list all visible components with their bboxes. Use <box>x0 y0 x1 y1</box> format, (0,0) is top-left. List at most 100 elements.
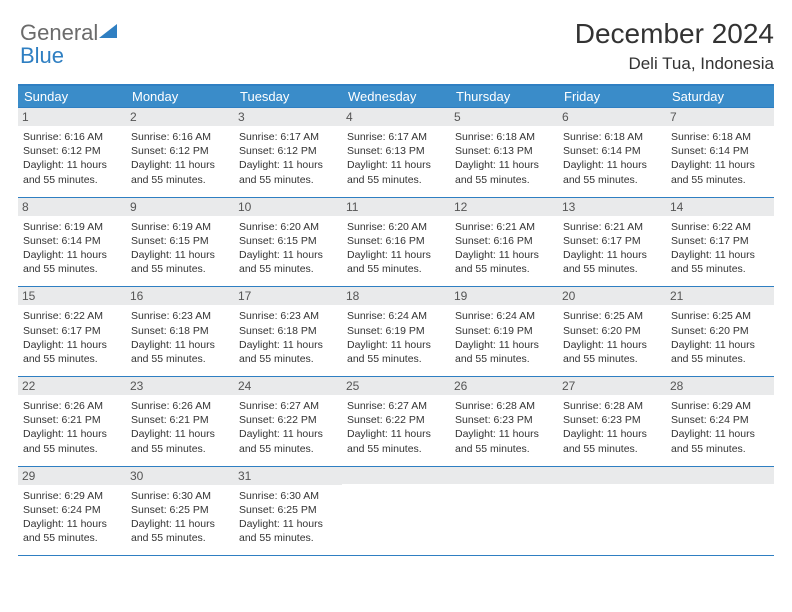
daylight-line: Daylight: 11 hours and 55 minutes. <box>23 158 121 186</box>
week-row: 15Sunrise: 6:22 AMSunset: 6:17 PMDayligh… <box>18 286 774 376</box>
day-number: 10 <box>234 198 342 216</box>
day-cell: 19Sunrise: 6:24 AMSunset: 6:19 PMDayligh… <box>450 287 558 376</box>
empty-day-cell <box>450 467 558 556</box>
sunset-line: Sunset: 6:16 PM <box>455 234 553 248</box>
daylight-line: Daylight: 11 hours and 55 minutes. <box>131 517 229 545</box>
sunset-line: Sunset: 6:14 PM <box>23 234 121 248</box>
week-row: 8Sunrise: 6:19 AMSunset: 6:14 PMDaylight… <box>18 197 774 287</box>
sunset-line: Sunset: 6:25 PM <box>131 503 229 517</box>
day-body <box>558 484 666 544</box>
day-body: Sunrise: 6:25 AMSunset: 6:20 PMDaylight:… <box>558 305 666 376</box>
day-body: Sunrise: 6:27 AMSunset: 6:22 PMDaylight:… <box>234 395 342 466</box>
day-body: Sunrise: 6:16 AMSunset: 6:12 PMDaylight:… <box>18 126 126 197</box>
sunset-line: Sunset: 6:17 PM <box>563 234 661 248</box>
sunrise-line: Sunrise: 6:22 AM <box>23 309 121 323</box>
day-header: Saturday <box>666 86 774 107</box>
sunrise-line: Sunrise: 6:27 AM <box>347 399 445 413</box>
calendar: SundayMondayTuesdayWednesdayThursdayFrid… <box>18 84 774 556</box>
daylight-line: Daylight: 11 hours and 55 minutes. <box>671 427 769 455</box>
sunrise-line: Sunrise: 6:27 AM <box>239 399 337 413</box>
day-body: Sunrise: 6:19 AMSunset: 6:14 PMDaylight:… <box>18 216 126 287</box>
day-body: Sunrise: 6:24 AMSunset: 6:19 PMDaylight:… <box>342 305 450 376</box>
day-cell: 23Sunrise: 6:26 AMSunset: 6:21 PMDayligh… <box>126 377 234 466</box>
sunrise-line: Sunrise: 6:18 AM <box>563 130 661 144</box>
day-body: Sunrise: 6:17 AMSunset: 6:12 PMDaylight:… <box>234 126 342 197</box>
day-number: 28 <box>666 377 774 395</box>
sunrise-line: Sunrise: 6:16 AM <box>131 130 229 144</box>
daylight-line: Daylight: 11 hours and 55 minutes. <box>23 517 121 545</box>
daylight-line: Daylight: 11 hours and 55 minutes. <box>239 427 337 455</box>
sunset-line: Sunset: 6:15 PM <box>131 234 229 248</box>
sunset-line: Sunset: 6:14 PM <box>563 144 661 158</box>
sunset-line: Sunset: 6:12 PM <box>239 144 337 158</box>
daylight-line: Daylight: 11 hours and 55 minutes. <box>455 158 553 186</box>
sunset-line: Sunset: 6:22 PM <box>347 413 445 427</box>
sunset-line: Sunset: 6:24 PM <box>671 413 769 427</box>
sunrise-line: Sunrise: 6:29 AM <box>23 489 121 503</box>
day-cell: 11Sunrise: 6:20 AMSunset: 6:16 PMDayligh… <box>342 198 450 287</box>
sunrise-line: Sunrise: 6:17 AM <box>347 130 445 144</box>
day-body: Sunrise: 6:30 AMSunset: 6:25 PMDaylight:… <box>234 485 342 556</box>
sunrise-line: Sunrise: 6:28 AM <box>563 399 661 413</box>
sunset-line: Sunset: 6:17 PM <box>671 234 769 248</box>
daylight-line: Daylight: 11 hours and 55 minutes. <box>563 248 661 276</box>
day-number <box>342 467 450 484</box>
day-cell: 29Sunrise: 6:29 AMSunset: 6:24 PMDayligh… <box>18 467 126 556</box>
day-body: Sunrise: 6:22 AMSunset: 6:17 PMDaylight:… <box>666 216 774 287</box>
sunrise-line: Sunrise: 6:19 AM <box>131 220 229 234</box>
day-body: Sunrise: 6:18 AMSunset: 6:14 PMDaylight:… <box>558 126 666 197</box>
day-number: 5 <box>450 108 558 126</box>
sunset-line: Sunset: 6:24 PM <box>23 503 121 517</box>
day-number: 25 <box>342 377 450 395</box>
sunrise-line: Sunrise: 6:26 AM <box>23 399 121 413</box>
sunrise-line: Sunrise: 6:18 AM <box>455 130 553 144</box>
day-cell: 16Sunrise: 6:23 AMSunset: 6:18 PMDayligh… <box>126 287 234 376</box>
day-number: 8 <box>18 198 126 216</box>
sunset-line: Sunset: 6:22 PM <box>239 413 337 427</box>
daylight-line: Daylight: 11 hours and 55 minutes. <box>239 158 337 186</box>
day-number: 17 <box>234 287 342 305</box>
daylight-line: Daylight: 11 hours and 55 minutes. <box>131 158 229 186</box>
day-number: 19 <box>450 287 558 305</box>
sunrise-line: Sunrise: 6:30 AM <box>131 489 229 503</box>
sunrise-line: Sunrise: 6:25 AM <box>563 309 661 323</box>
sunrise-line: Sunrise: 6:18 AM <box>671 130 769 144</box>
day-number: 18 <box>342 287 450 305</box>
day-body <box>666 484 774 544</box>
day-cell: 8Sunrise: 6:19 AMSunset: 6:14 PMDaylight… <box>18 198 126 287</box>
day-header: Sunday <box>18 86 126 107</box>
daylight-line: Daylight: 11 hours and 55 minutes. <box>347 248 445 276</box>
sunset-line: Sunset: 6:25 PM <box>239 503 337 517</box>
sunset-line: Sunset: 6:23 PM <box>563 413 661 427</box>
sunset-line: Sunset: 6:13 PM <box>347 144 445 158</box>
day-header: Tuesday <box>234 86 342 107</box>
day-number <box>558 467 666 484</box>
day-cell: 24Sunrise: 6:27 AMSunset: 6:22 PMDayligh… <box>234 377 342 466</box>
day-number <box>450 467 558 484</box>
day-cell: 6Sunrise: 6:18 AMSunset: 6:14 PMDaylight… <box>558 108 666 197</box>
sunrise-line: Sunrise: 6:21 AM <box>563 220 661 234</box>
daylight-line: Daylight: 11 hours and 55 minutes. <box>671 338 769 366</box>
daylight-line: Daylight: 11 hours and 55 minutes. <box>131 248 229 276</box>
daylight-line: Daylight: 11 hours and 55 minutes. <box>455 248 553 276</box>
day-cell: 13Sunrise: 6:21 AMSunset: 6:17 PMDayligh… <box>558 198 666 287</box>
day-number: 21 <box>666 287 774 305</box>
daylight-line: Daylight: 11 hours and 55 minutes. <box>455 427 553 455</box>
day-body: Sunrise: 6:29 AMSunset: 6:24 PMDaylight:… <box>666 395 774 466</box>
week-row: 1Sunrise: 6:16 AMSunset: 6:12 PMDaylight… <box>18 107 774 197</box>
day-body: Sunrise: 6:16 AMSunset: 6:12 PMDaylight:… <box>126 126 234 197</box>
month-title: December 2024 <box>575 18 774 50</box>
day-cell: 25Sunrise: 6:27 AMSunset: 6:22 PMDayligh… <box>342 377 450 466</box>
day-number: 11 <box>342 198 450 216</box>
sunset-line: Sunset: 6:12 PM <box>23 144 121 158</box>
day-number: 14 <box>666 198 774 216</box>
day-number: 22 <box>18 377 126 395</box>
day-body: Sunrise: 6:19 AMSunset: 6:15 PMDaylight:… <box>126 216 234 287</box>
daylight-line: Daylight: 11 hours and 55 minutes. <box>239 517 337 545</box>
sunrise-line: Sunrise: 6:23 AM <box>239 309 337 323</box>
daylight-line: Daylight: 11 hours and 55 minutes. <box>563 427 661 455</box>
day-cell: 14Sunrise: 6:22 AMSunset: 6:17 PMDayligh… <box>666 198 774 287</box>
sunrise-line: Sunrise: 6:17 AM <box>239 130 337 144</box>
daylight-line: Daylight: 11 hours and 55 minutes. <box>131 427 229 455</box>
day-cell: 30Sunrise: 6:30 AMSunset: 6:25 PMDayligh… <box>126 467 234 556</box>
